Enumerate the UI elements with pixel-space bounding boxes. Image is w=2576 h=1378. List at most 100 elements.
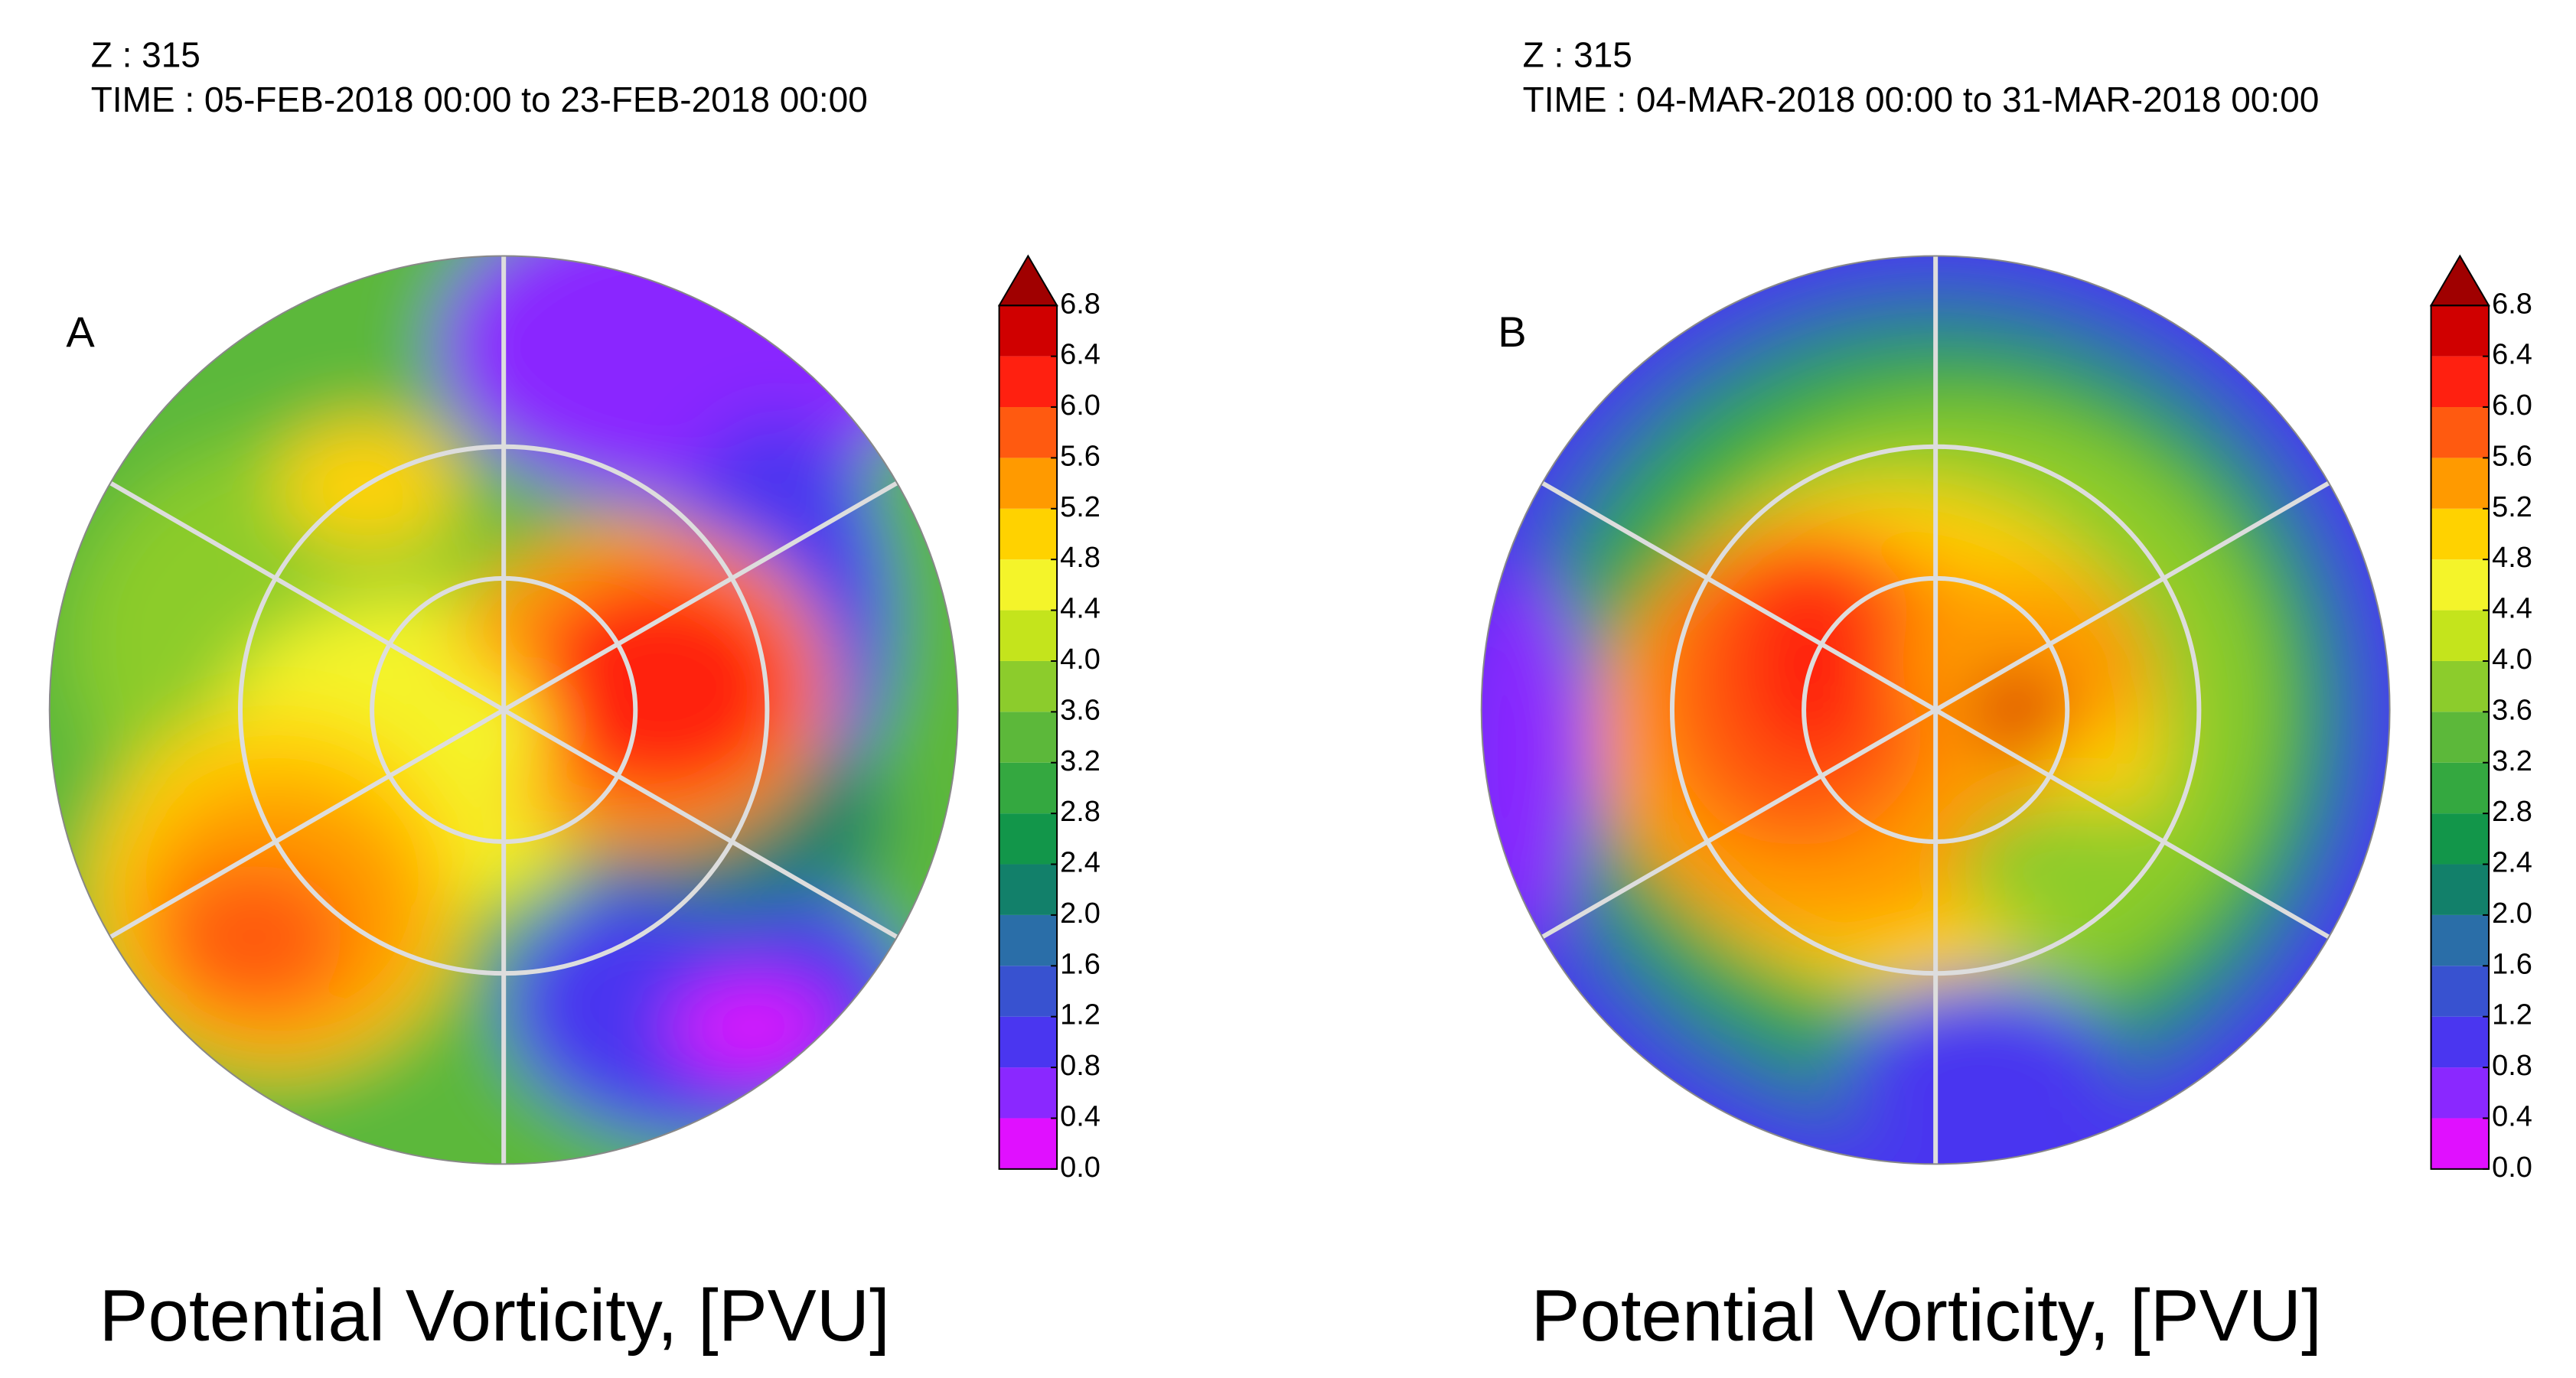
colorbar-bin	[999, 356, 1058, 408]
colorbar-label: 2.4	[2492, 847, 2532, 879]
colorbar-bin	[2431, 1016, 2490, 1068]
colorbar-label: 2.8	[2492, 796, 2532, 828]
map-border	[1480, 255, 2391, 1165]
field-blob	[1958, 800, 2186, 937]
colorbar-bin	[999, 914, 1058, 966]
colorbar-bin	[2431, 1118, 2490, 1169]
colorbar-bin	[2431, 712, 2490, 763]
colorbar-frame	[2430, 305, 2490, 1170]
colorbar-bin	[2431, 508, 2490, 560]
panel-letter: B	[1498, 308, 1526, 356]
colorbar-bin	[2431, 762, 2490, 814]
colorbar-label: 6.4	[1060, 339, 1101, 371]
colorbar-label: 3.2	[1060, 745, 1101, 777]
colorbar-label: 2.4	[1060, 847, 1101, 879]
colorbar-bin	[999, 864, 1058, 915]
colorbar-label: 1.6	[1060, 948, 1101, 980]
colorbar-bin	[999, 305, 1058, 357]
colorbar-bin	[2431, 660, 2490, 712]
map	[1481, 256, 2390, 1165]
z-label: Z : 315	[1523, 35, 1632, 75]
panel: Z : 315 TIME : 05-FEB-2018 00:00 to 23-FE…	[48, 35, 1101, 1357]
colorbar-label: 4.0	[2492, 643, 2532, 676]
colorbar-label: 0.8	[2492, 1050, 2532, 1082]
colorbar-label: 6.4	[2492, 339, 2532, 371]
field-blob	[526, 573, 799, 801]
colorbar-bin	[2431, 610, 2490, 661]
colorbar-label: 1.2	[1060, 999, 1101, 1031]
caption: Potential Vorticity, [PVU]	[99, 1275, 889, 1357]
colorbar-label: 5.6	[2492, 440, 2532, 472]
meridian	[109, 481, 898, 940]
panel-letter: A	[66, 308, 95, 356]
colorbar-label: 6.0	[2492, 389, 2532, 422]
colorbar-bin	[999, 559, 1058, 611]
colorbar-label: 6.0	[1060, 389, 1101, 422]
colorbar-label: 6.8	[2492, 288, 2532, 320]
colorbar-label: 4.8	[2492, 542, 2532, 574]
colorbar-bin	[999, 966, 1058, 1017]
colorbar-bin	[999, 1118, 1058, 1169]
field-blob	[163, 864, 345, 1010]
colorbar-bin	[999, 660, 1058, 712]
colorbar-bin	[2431, 356, 2490, 408]
colorbar-label: 4.4	[2492, 593, 2532, 625]
colorbar-bin	[2431, 1067, 2490, 1119]
colorbar-label: 1.2	[2492, 999, 2532, 1031]
colorbar-bin	[2431, 864, 2490, 915]
colorbar-bin	[2431, 966, 2490, 1017]
colorbar-bin	[999, 610, 1058, 661]
colorbar-label: 3.6	[1060, 694, 1101, 726]
colorbar-bin	[2431, 914, 2490, 966]
time-label: TIME : 05-FEB-2018 00:00 to 23-FEB-2018 …	[91, 80, 868, 119]
colorbar-bin	[999, 813, 1058, 865]
colorbar-label: 6.8	[1060, 288, 1101, 320]
map-border	[48, 255, 959, 1165]
colorbar-label: 5.6	[1060, 440, 1101, 472]
colorbar-label: 4.8	[1060, 542, 1101, 574]
colorbar-bin	[999, 458, 1058, 509]
colorbar-frame	[998, 305, 1058, 1170]
colorbar-over	[997, 254, 1058, 307]
colorbar-bin	[999, 1067, 1058, 1119]
field-blob	[1971, 673, 2063, 747]
colorbar-label: 0.4	[1060, 1101, 1101, 1133]
colorbar-label: 2.0	[2492, 897, 2532, 930]
field	[49, 256, 958, 1165]
colorbar-label: 3.6	[2492, 694, 2532, 726]
colorbar-label: 0.8	[1060, 1050, 1101, 1082]
map	[49, 256, 958, 1165]
caption: Potential Vorticity, [PVU]	[1531, 1275, 2321, 1357]
colorbar-label: 0.4	[2492, 1101, 2532, 1133]
colorbar-bin	[999, 508, 1058, 560]
colorbar-bin	[2431, 813, 2490, 865]
colorbar-label: 4.4	[1060, 593, 1101, 625]
colorbar-bin	[2431, 407, 2490, 458]
colorbar-bin	[2431, 559, 2490, 611]
colorbar-label: 0.0	[2492, 1152, 2532, 1184]
colorbar-label: 1.6	[2492, 948, 2532, 980]
field-blob	[1844, 982, 2118, 1165]
colorbar-bin	[2431, 458, 2490, 509]
colorbar-label: 3.2	[2492, 745, 2532, 777]
field-blob	[412, 664, 549, 801]
time-label: TIME : 04-MAR-2018 00:00 to 31-MAR-2018 …	[1523, 80, 2320, 119]
colorbar-label: 4.0	[1060, 643, 1101, 676]
colorbar-label: 2.0	[1060, 897, 1101, 930]
colorbar-bin	[2431, 305, 2490, 357]
field-blob	[671, 982, 836, 1073]
meridian	[1541, 481, 2330, 940]
panel: Z : 315 TIME : 04-MAR-2018 00:00 to 31-MA…	[1480, 35, 2532, 1357]
colorbar-label: 5.2	[1060, 491, 1101, 523]
colorbar-bin	[999, 1016, 1058, 1068]
colorbar-bin	[999, 762, 1058, 814]
colorbar-label: 5.2	[2492, 491, 2532, 523]
z-label: Z : 315	[91, 35, 201, 75]
colorbar-bin	[999, 407, 1058, 458]
field-blob	[435, 256, 935, 506]
field-blob	[1481, 573, 1596, 937]
colorbar-label: 2.8	[1060, 796, 1101, 828]
colorbar-bin	[999, 712, 1058, 763]
colorbar-label: 0.0	[1060, 1152, 1101, 1184]
